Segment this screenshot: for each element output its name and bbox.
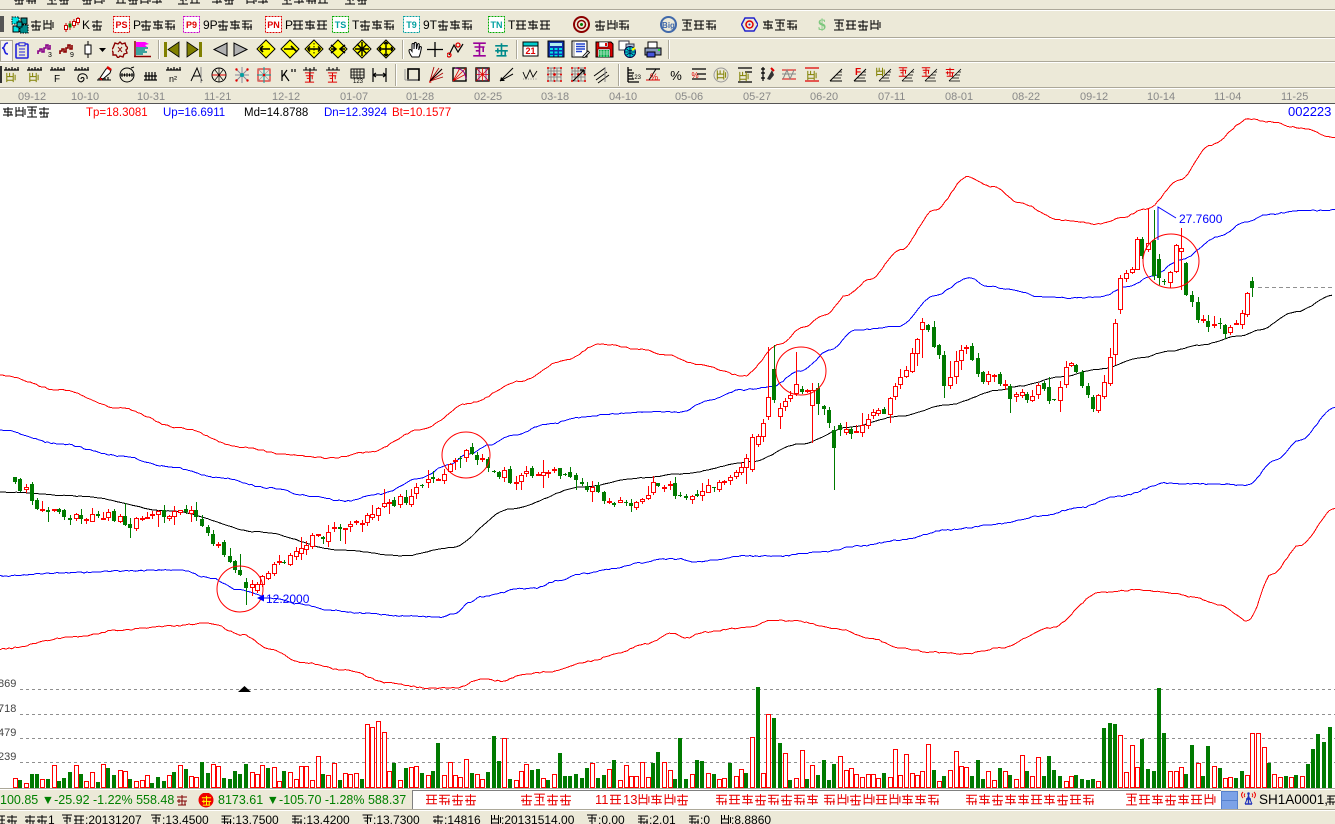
svg-text:718: 718 (0, 703, 16, 715)
svg-text:100.85 ▼-25.92 -1.22% 558.48: 100.85 ▼-25.92 -1.22% 558.48 (0, 793, 174, 807)
svg-text:27.7600: 27.7600 (1179, 212, 1223, 226)
svg-text:Tp=18.3081: Tp=18.3081 (86, 107, 148, 119)
svg-text:TS: TS (335, 20, 347, 30)
svg-text:F: F (855, 67, 861, 78)
svg-text:11: 11 (595, 792, 609, 807)
svg-text:PN: PN (267, 20, 280, 30)
svg-text:Big: Big (662, 21, 675, 30)
svg-text:T: T (508, 19, 516, 32)
svg-text:123: 123 (353, 79, 364, 84)
svg-text:T9: T9 (406, 20, 417, 30)
svg-text::14816: :14816 (444, 813, 484, 824)
svg-text::0.00: :0.00 (598, 813, 628, 824)
svg-text::8.8860: :8.8860 (731, 813, 771, 824)
svg-text:%: % (691, 71, 698, 80)
svg-text::0: :0 (700, 813, 713, 824)
svg-text:T: T (352, 19, 360, 32)
svg-text:21: 21 (525, 46, 535, 56)
svg-text:13: 13 (623, 792, 637, 807)
svg-text:Dn=12.3924: Dn=12.3924 (324, 107, 388, 119)
svg-text:TN: TN (491, 20, 503, 30)
svg-text:9P: 9P (203, 19, 218, 32)
svg-text:PS: PS (115, 20, 127, 30)
svg-text:479: 479 (0, 727, 16, 739)
svg-text:239: 239 (0, 751, 16, 763)
svg-text::20131514.00: :20131514.00 (501, 813, 578, 824)
svg-text:002223: 002223 (1288, 104, 1331, 119)
svg-text:%: % (670, 68, 682, 83)
svg-text::13.4500: :13.4500 (162, 813, 212, 824)
svg-text:9: 9 (70, 52, 74, 58)
svg-text:Md=14.8788: Md=14.8788 (244, 107, 308, 119)
svg-text:1: 1 (48, 813, 58, 824)
svg-text:9T: 9T (423, 19, 438, 32)
svg-text::13.7500: :13.7500 (232, 813, 282, 824)
svg-text:3: 3 (48, 52, 52, 58)
svg-text::13.7300: :13.7300 (373, 813, 423, 824)
svg-text:$: $ (818, 17, 826, 33)
svg-text:F: F (54, 74, 60, 84)
svg-text:8173.61 ▼-105.70 -1.28% 588.37: 8173.61 ▼-105.70 -1.28% 588.37 (218, 793, 406, 807)
svg-text:123: 123 (631, 75, 642, 81)
svg-text:P: P (133, 19, 141, 32)
svg-text::2.01: :2.01 (649, 813, 679, 824)
svg-text:P9: P9 (186, 20, 197, 30)
svg-text:869: 869 (0, 678, 16, 690)
svg-text:K: K (82, 19, 90, 32)
svg-text:Up=16.6911: Up=16.6911 (163, 107, 225, 119)
svg-text:P: P (285, 19, 293, 32)
svg-text:SH1A0001,: SH1A0001, (1259, 792, 1328, 807)
svg-text:n²: n² (169, 74, 177, 84)
svg-text:12.2000: 12.2000 (266, 592, 310, 606)
svg-text:Bt=10.1577: Bt=10.1577 (392, 107, 451, 119)
svg-text::13.4200: :13.4200 (303, 813, 353, 824)
svg-text:%: % (650, 72, 658, 82)
svg-text::20131207: :20131207 (85, 813, 145, 824)
